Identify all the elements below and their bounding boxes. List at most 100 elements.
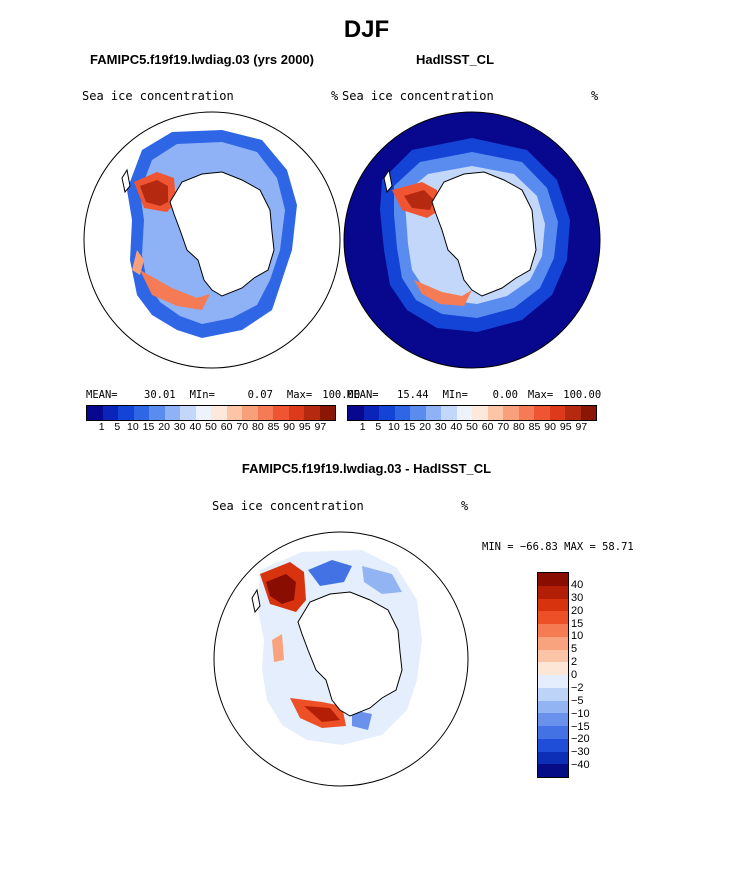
difference-colorbar-tick-label: 5 [571, 643, 578, 656]
obs-min-value: 0.00 [492, 389, 518, 401]
model-colorbar-segment [118, 406, 134, 420]
model-colorbar-segment [164, 406, 180, 420]
difference-ross-negative [352, 710, 372, 730]
model-colorbar-tick-label: 15 [142, 421, 155, 433]
obs-colorbar-tick-label: 10 [388, 421, 400, 433]
obs-colorbar-tick-label: 95 [559, 421, 572, 433]
difference-colorbar-segment [538, 751, 568, 765]
model-colorbar: 1 5 10 15 20 30 40 50 60 70 80 85 90 95 97 [86, 405, 336, 433]
difference-colorbar-labels: 40 30 20 15 10 5 2 0 −2 −5 −10 −15 −20 −30 −40 [571, 572, 611, 778]
difference-antarctica-outline [297, 591, 403, 717]
obs-colorbar-segment [565, 406, 581, 420]
obs-weddell-core [404, 190, 434, 210]
model-mean-value: 30.01 [144, 389, 176, 401]
obs-mean-value: 15.44 [397, 389, 429, 401]
difference-colorbar-segment [538, 585, 568, 599]
model-map-border [83, 111, 341, 369]
difference-colorbar-tick-label: −15 [571, 720, 590, 733]
model-mean-label: MEAN= [86, 389, 118, 401]
obs-min-label: MIn= [442, 389, 468, 401]
obs-panel-header: HadISST_CL [416, 52, 495, 67]
difference-colorbar-tick-label: −2 [571, 681, 584, 694]
difference-colorbar-tick-label: −5 [571, 694, 584, 707]
difference-colorbar-segment [538, 675, 568, 688]
difference-colorbar-tick-label: 2 [571, 656, 578, 669]
obs-colorbar-segment [410, 406, 426, 420]
difference-colorbar-tick-label: 40 [571, 578, 584, 591]
difference-colorbar-segment [538, 764, 568, 777]
obs-colorbar-segment [348, 406, 364, 420]
difference-colorbar-segment [538, 700, 568, 714]
obs-colorbar-labels: 1 5 10 15 20 30 40 50 60 70 80 85 90 95 97 [347, 421, 597, 433]
model-colorbar-segment [195, 406, 211, 420]
model-colorbar-segment [304, 406, 320, 420]
difference-colorbar-tick-label: −10 [571, 707, 590, 720]
obs-colorbar-tick-label: 15 [403, 421, 416, 433]
obs-colorbar-tick-label: 5 [375, 421, 382, 433]
difference-colorbar-segment [538, 726, 568, 739]
model-colorbar-bar [86, 405, 336, 421]
obs-colorbar-tick-label: 30 [434, 421, 447, 433]
difference-colorbar-tick-label: 20 [571, 604, 584, 617]
model-variable-label: Sea ice concentration [82, 89, 234, 103]
difference-colorbar-segment [538, 611, 568, 624]
difference-colorbar-segment [538, 713, 568, 726]
model-ross-high [140, 270, 210, 310]
difference-minmax: MIN = −66.83 MAX = 58.71 [482, 541, 634, 553]
model-colorbar-segment [226, 406, 242, 420]
obs-colorbar-tick-label: 70 [497, 421, 510, 433]
model-colorbar-labels: 1 5 10 15 20 30 40 50 60 70 80 85 90 95 97 [86, 421, 336, 433]
model-colorbar-tick-label: 95 [298, 421, 311, 433]
model-colorbar-segment [180, 406, 196, 420]
model-max-label: Max= [286, 389, 313, 401]
model-colorbar-segment [211, 406, 227, 420]
obs-colorbar-tick-label: 40 [450, 421, 463, 433]
model-colorbar-tick-label: 30 [173, 421, 186, 433]
difference-colorbar-tick-label: 30 [571, 591, 584, 604]
difference-colorbar-tick-label: −40 [571, 759, 590, 772]
model-colorbar-tick-label: 90 [283, 421, 295, 433]
difference-colorbar-tick-label: 0 [571, 669, 578, 681]
model-min-label: MIn= [189, 389, 215, 401]
obs-polar-map [343, 111, 601, 369]
model-peninsula-tip [121, 168, 131, 194]
difference-colorbar-segment [538, 624, 568, 637]
obs-colorbar-segment [425, 406, 441, 420]
obs-colorbar-segment [487, 406, 503, 420]
model-weddell-core [140, 180, 168, 206]
obs-colorbar-segment [456, 406, 472, 420]
obs-variable-label: Sea ice concentration [342, 89, 494, 103]
obs-antarctica-outline [431, 171, 537, 297]
model-max-value: 100.00 [322, 389, 361, 401]
difference-peninsula-tip [251, 588, 261, 614]
difference-colorbar-segment [538, 662, 568, 675]
obs-colorbar-segment [472, 406, 488, 420]
model-colorbar-segment [133, 406, 149, 420]
difference-colorbar-tick-label: 15 [571, 617, 584, 630]
difference-negative-east [362, 566, 402, 594]
model-colorbar-tick-label: 1 [98, 421, 105, 433]
obs-colorbar-segment [518, 406, 534, 420]
difference-colorbar-segment [538, 598, 568, 612]
model-colorbar-tick-label: 20 [158, 421, 170, 433]
model-panel-header: FAMIPC5.f19f19.lwdiag.03 (yrs 2000) [90, 52, 314, 67]
obs-max-value: 100.00 [563, 389, 602, 401]
obs-stats: MEAN= 15.44 MIn= 0.00 Max= 100.00 [347, 389, 601, 401]
difference-colorbar-segment [538, 687, 568, 701]
obs-colorbar-tick-label: 1 [359, 421, 366, 433]
model-colorbar-segment [288, 406, 304, 420]
obs-max-label: Max= [527, 389, 554, 401]
obs-colorbar-tick-label: 80 [513, 421, 525, 433]
difference-weddell-core [266, 574, 296, 604]
difference-colorbar-bar [537, 572, 569, 778]
difference-colorbar-segment [538, 573, 568, 586]
difference-negative-north [308, 560, 352, 586]
obs-colorbar-tick-label: 50 [466, 421, 478, 433]
difference-map-border [213, 531, 469, 787]
model-colorbar-tick-label: 70 [236, 421, 249, 433]
obs-colorbar-tick-label: 90 [544, 421, 556, 433]
difference-ross-core [304, 706, 340, 722]
model-colorbar-segment [87, 406, 103, 420]
model-colorbar-tick-label: 85 [267, 421, 280, 433]
obs-colorbar-tick-label: 97 [575, 421, 588, 433]
